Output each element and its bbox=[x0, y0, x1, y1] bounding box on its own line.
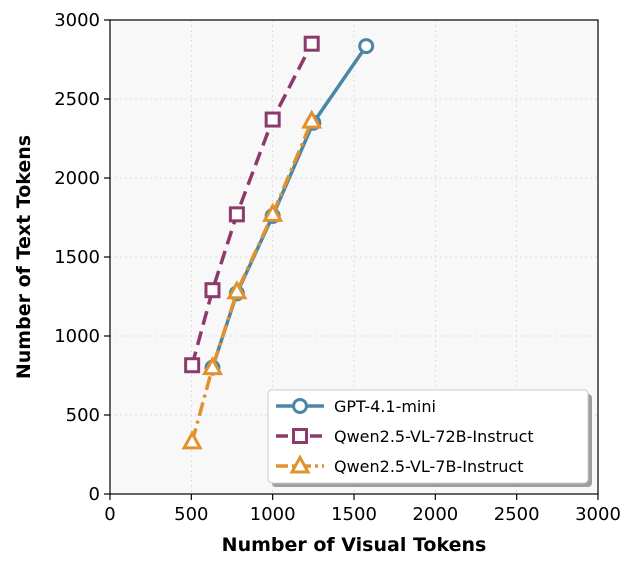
legend-items: GPT-4.1-mini Qwen2.5-VL-72B-Instruct Qwen2… bbox=[276, 397, 534, 476]
series-triangle-group bbox=[181, 109, 323, 450]
x-tick-label: 1500 bbox=[331, 504, 377, 525]
legend-marker bbox=[292, 398, 308, 414]
x-tick-label: 2500 bbox=[494, 504, 540, 525]
legend-item: Qwen2.5-VL-72B-Instruct bbox=[276, 427, 534, 446]
y-tick-label: 0 bbox=[89, 484, 100, 505]
legend: GPT-4.1-mini Qwen2.5-VL-72B-Instruct Qwen2… bbox=[267, 389, 592, 487]
data-point bbox=[303, 35, 320, 52]
series-layer bbox=[181, 35, 375, 450]
legend-marker bbox=[289, 454, 311, 474]
data-point bbox=[226, 280, 248, 300]
x-axis-title: Number of Visual Tokens bbox=[222, 534, 487, 556]
data-point bbox=[301, 109, 323, 129]
legend-marker bbox=[292, 428, 308, 444]
data-point bbox=[358, 38, 375, 55]
x-tick-label: 1000 bbox=[250, 504, 296, 525]
x-tick-label: 0 bbox=[104, 504, 115, 525]
y-axis-title: Number of Text Tokens bbox=[13, 135, 35, 379]
legend-item: GPT-4.1-mini bbox=[276, 397, 436, 416]
y-tick-label: 1000 bbox=[54, 326, 100, 347]
y-tick-label: 1500 bbox=[54, 247, 100, 268]
legend-label: Qwen2.5-VL-7B-Instruct bbox=[334, 457, 523, 476]
y-tick-label: 500 bbox=[66, 405, 100, 426]
x-tick-label: 2000 bbox=[412, 504, 458, 525]
data-point bbox=[262, 202, 284, 222]
data-point bbox=[201, 355, 224, 376]
legend-label: GPT-4.1-mini bbox=[334, 397, 436, 416]
series-square-group bbox=[184, 35, 320, 374]
data-point bbox=[264, 111, 281, 128]
y-tick-label: 2500 bbox=[54, 89, 100, 110]
data-point bbox=[181, 430, 203, 450]
y-tick-label: 3000 bbox=[54, 10, 100, 31]
legend-box bbox=[267, 389, 589, 484]
legend-item: Qwen2.5-VL-7B-Instruct bbox=[276, 454, 523, 476]
data-point bbox=[228, 206, 245, 223]
x-tick-label: 3000 bbox=[575, 504, 621, 525]
y-tick-label: 2000 bbox=[54, 168, 100, 189]
x-tick-label: 500 bbox=[174, 504, 208, 525]
data-point bbox=[204, 282, 221, 299]
legend-label: Qwen2.5-VL-72B-Instruct bbox=[334, 427, 534, 446]
axis-ticks: 0 500 1000 1500 2000 2500 3000 0 500 1000 1500 2000… bbox=[54, 10, 621, 525]
data-point bbox=[184, 357, 201, 374]
